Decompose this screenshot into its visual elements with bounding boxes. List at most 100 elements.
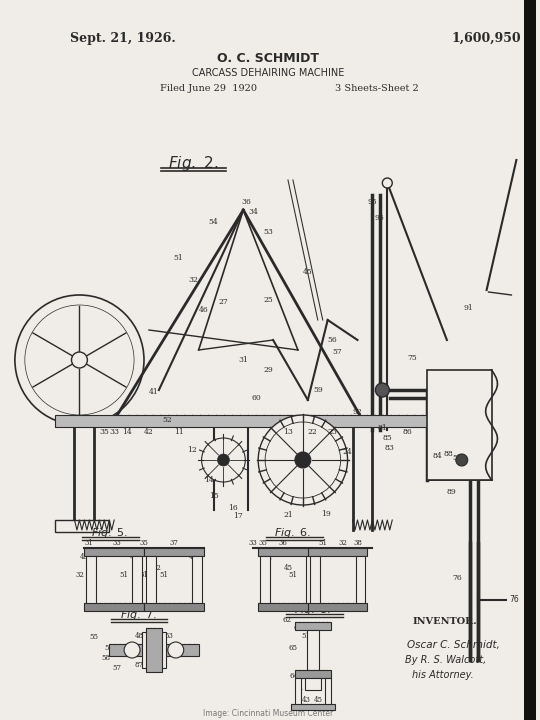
Text: 16: 16 xyxy=(228,504,238,512)
Text: 33: 33 xyxy=(109,428,119,436)
Text: 53: 53 xyxy=(164,632,173,640)
Bar xyxy=(291,704,335,710)
Text: 48: 48 xyxy=(150,632,158,640)
Bar xyxy=(258,548,318,556)
Text: 53: 53 xyxy=(263,228,273,236)
Text: 13: 13 xyxy=(283,428,293,436)
Text: 35: 35 xyxy=(139,539,148,547)
Text: 41: 41 xyxy=(130,553,139,561)
Text: 51: 51 xyxy=(159,571,168,579)
Bar xyxy=(308,603,367,611)
Bar xyxy=(144,603,204,611)
Text: 36: 36 xyxy=(241,198,251,206)
Text: 14: 14 xyxy=(204,476,213,484)
Text: 32: 32 xyxy=(188,276,199,284)
Text: Sept. 21, 1926.: Sept. 21, 1926. xyxy=(70,32,176,45)
Text: 45: 45 xyxy=(284,564,293,572)
Text: 33: 33 xyxy=(113,539,122,547)
Text: 54: 54 xyxy=(208,218,218,226)
Bar xyxy=(310,556,320,606)
Circle shape xyxy=(258,415,348,505)
Text: 36: 36 xyxy=(279,539,287,547)
Bar xyxy=(524,0,536,130)
Bar xyxy=(132,556,142,606)
Text: 51: 51 xyxy=(318,539,327,547)
Text: 22: 22 xyxy=(308,428,318,436)
Text: 59: 59 xyxy=(313,386,323,394)
Text: INVENTOR.: INVENTOR. xyxy=(412,618,477,626)
Text: 45: 45 xyxy=(303,268,313,276)
Circle shape xyxy=(265,422,341,498)
Bar xyxy=(146,628,162,672)
Text: By R. S. Walcott,: By R. S. Walcott, xyxy=(405,655,487,665)
Text: 55: 55 xyxy=(90,633,99,641)
Text: 21: 21 xyxy=(283,511,293,519)
Bar xyxy=(146,556,156,606)
Text: $\mathit{Fig.\ 5.}$: $\mathit{Fig.\ 5.}$ xyxy=(91,526,128,540)
Circle shape xyxy=(218,454,230,466)
Text: 57: 57 xyxy=(333,348,342,356)
Text: $\mathit{Fig.\ 8.}$: $\mathit{Fig.\ 8.}$ xyxy=(294,603,332,617)
Text: 17: 17 xyxy=(233,512,243,520)
Circle shape xyxy=(375,383,389,397)
Text: 34: 34 xyxy=(248,208,258,216)
Text: 87: 87 xyxy=(134,661,144,669)
Text: 43: 43 xyxy=(301,696,310,704)
Text: 35: 35 xyxy=(259,539,268,547)
Text: 83: 83 xyxy=(384,444,394,452)
Text: 92: 92 xyxy=(353,408,362,416)
Text: 58: 58 xyxy=(102,654,111,662)
Text: 11: 11 xyxy=(174,428,184,436)
Text: 32: 32 xyxy=(75,571,84,579)
Bar xyxy=(305,678,321,690)
Circle shape xyxy=(456,454,468,466)
Text: 52: 52 xyxy=(162,416,172,424)
Bar xyxy=(258,603,318,611)
Text: 32: 32 xyxy=(194,569,203,577)
Bar xyxy=(84,548,144,556)
Text: 61: 61 xyxy=(293,624,302,632)
Text: 51: 51 xyxy=(301,632,310,640)
Circle shape xyxy=(71,352,87,368)
Text: 51: 51 xyxy=(452,454,462,462)
Text: 56: 56 xyxy=(105,644,114,652)
Text: 27: 27 xyxy=(219,298,228,306)
Text: 84: 84 xyxy=(432,452,442,460)
Text: 62: 62 xyxy=(282,616,292,624)
Bar xyxy=(307,630,319,670)
Text: O. C. SCHMIDT: O. C. SCHMIDT xyxy=(217,52,319,65)
Bar xyxy=(109,644,199,656)
Bar xyxy=(325,678,330,706)
Text: 63: 63 xyxy=(308,624,318,632)
Bar xyxy=(295,678,301,706)
Text: 23: 23 xyxy=(328,428,338,436)
Text: 88: 88 xyxy=(444,450,454,458)
Text: 48: 48 xyxy=(134,632,144,640)
Text: 85: 85 xyxy=(382,434,392,442)
Text: 37: 37 xyxy=(170,539,178,547)
Text: 76: 76 xyxy=(509,595,519,605)
Text: Filed June 29  1920: Filed June 29 1920 xyxy=(160,84,257,92)
Text: 33: 33 xyxy=(249,539,258,547)
Text: 19: 19 xyxy=(321,510,330,518)
Text: 86: 86 xyxy=(402,428,412,436)
Bar xyxy=(355,556,366,606)
Text: 31: 31 xyxy=(85,539,94,547)
Circle shape xyxy=(382,178,392,188)
Text: 76: 76 xyxy=(452,574,462,582)
Text: 35: 35 xyxy=(99,428,109,436)
Bar xyxy=(86,556,96,606)
Text: 91: 91 xyxy=(464,304,474,312)
Text: 24: 24 xyxy=(343,448,353,456)
Text: 31: 31 xyxy=(295,684,305,692)
Bar xyxy=(84,603,144,611)
Text: 31: 31 xyxy=(139,571,148,579)
Text: 57: 57 xyxy=(113,664,122,672)
Circle shape xyxy=(124,642,140,658)
Bar xyxy=(260,556,270,606)
Text: 31: 31 xyxy=(312,684,320,692)
Bar xyxy=(308,548,367,556)
Text: 31: 31 xyxy=(238,356,248,364)
Text: 25: 25 xyxy=(264,296,273,304)
Text: his Attorney.: his Attorney. xyxy=(412,670,474,680)
